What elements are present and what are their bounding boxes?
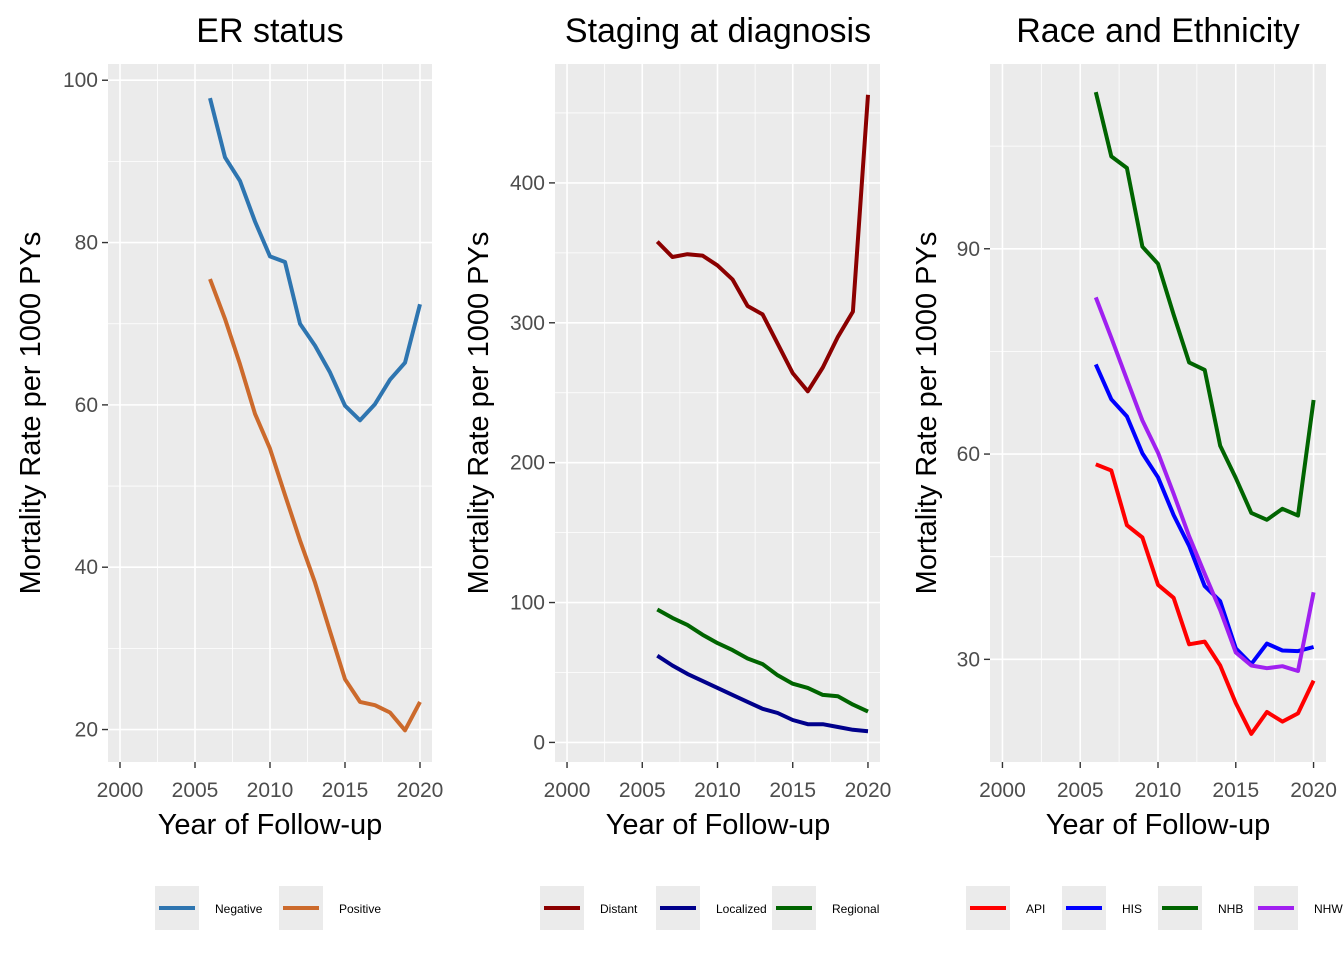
y-tick-label: 400 <box>510 172 545 195</box>
series-line-negative <box>208 97 422 423</box>
legend: Negative Positive <box>155 886 381 930</box>
x-tick-label: 2015 <box>1212 779 1259 802</box>
legend-label-his: HIS <box>1122 902 1142 916</box>
series-line-nhb <box>1093 91 1316 522</box>
x-tick-label: 2010 <box>247 779 294 802</box>
x-tick-label: 2010 <box>694 779 741 802</box>
chart-title: Staging at diagnosis <box>565 12 871 50</box>
y-axis-title: Mortality Rate per 1000 PYs <box>463 232 495 595</box>
series-line-distant <box>655 94 870 394</box>
legend-label-localized: Localized <box>716 902 767 916</box>
legend-label-positive: Positive <box>339 902 381 916</box>
y-axis-title: Mortality Rate per 1000 PYs <box>15 232 47 595</box>
y-tick-label: 300 <box>510 312 545 335</box>
y-tick-label: 90 <box>957 238 980 261</box>
x-axis-title: Year of Follow-up <box>158 809 383 841</box>
x-tick-label: 2015 <box>322 779 369 802</box>
x-tick-label: 2010 <box>1135 779 1182 802</box>
y-tick-label: 60 <box>957 443 980 466</box>
x-tick-label: 2000 <box>97 779 144 802</box>
series-line-localized <box>656 654 869 734</box>
series-line-nhw <box>1093 296 1316 673</box>
y-tick-label: 20 <box>75 719 98 742</box>
legend-label-nhb: NHB <box>1218 902 1243 916</box>
x-tick-label: 2000 <box>544 779 591 802</box>
series-line-regional <box>656 607 869 714</box>
chart-title: Race and Ethnicity <box>1016 12 1300 50</box>
legend-label-distant: Distant <box>600 902 638 916</box>
legend-label-regional: Regional <box>832 902 879 916</box>
x-tick-label: 2020 <box>1290 779 1337 802</box>
x-tick-label: 2005 <box>1057 779 1104 802</box>
y-tick-label: 200 <box>510 452 545 475</box>
legend: Distant Localized Regional <box>540 886 879 930</box>
panel-staging-at-diagnosis: 2000 2005 2010 2015 2020 0 100 200 300 400 Staging… <box>463 12 891 930</box>
legend: API HIS NHB NHW <box>966 886 1343 930</box>
y-tick-label: 30 <box>957 648 980 671</box>
x-tick-label: 2015 <box>769 779 816 802</box>
y-tick-label: 60 <box>75 394 98 417</box>
y-tick-label: 80 <box>75 232 98 255</box>
x-tick-label: 2005 <box>172 779 219 802</box>
x-axis-title: Year of Follow-up <box>1046 809 1271 841</box>
y-tick-label: 100 <box>510 592 545 615</box>
y-tick-label: 100 <box>63 69 98 92</box>
legend-label-api: API <box>1026 902 1045 916</box>
x-tick-label: 2020 <box>845 779 892 802</box>
chart-title: ER status <box>196 12 343 50</box>
panel-race-and-ethnicity: 2000 2005 2010 2015 2020 30 60 90 Race and Ethni… <box>911 12 1343 930</box>
y-tick-label: 40 <box>75 556 98 579</box>
x-tick-label: 2000 <box>979 779 1026 802</box>
legend-label-nhw: NHW <box>1314 902 1343 916</box>
y-axis-title: Mortality Rate per 1000 PYs <box>911 232 943 595</box>
x-tick-label: 2020 <box>397 779 444 802</box>
x-axis-title: Year of Follow-up <box>606 809 831 841</box>
y-tick-label: 0 <box>533 731 545 754</box>
series-line-positive <box>208 278 422 733</box>
x-tick-label: 2005 <box>619 779 666 802</box>
series-line-api <box>1095 462 1316 736</box>
series-line-his <box>1093 363 1315 667</box>
legend-label-negative: Negative <box>215 902 263 916</box>
